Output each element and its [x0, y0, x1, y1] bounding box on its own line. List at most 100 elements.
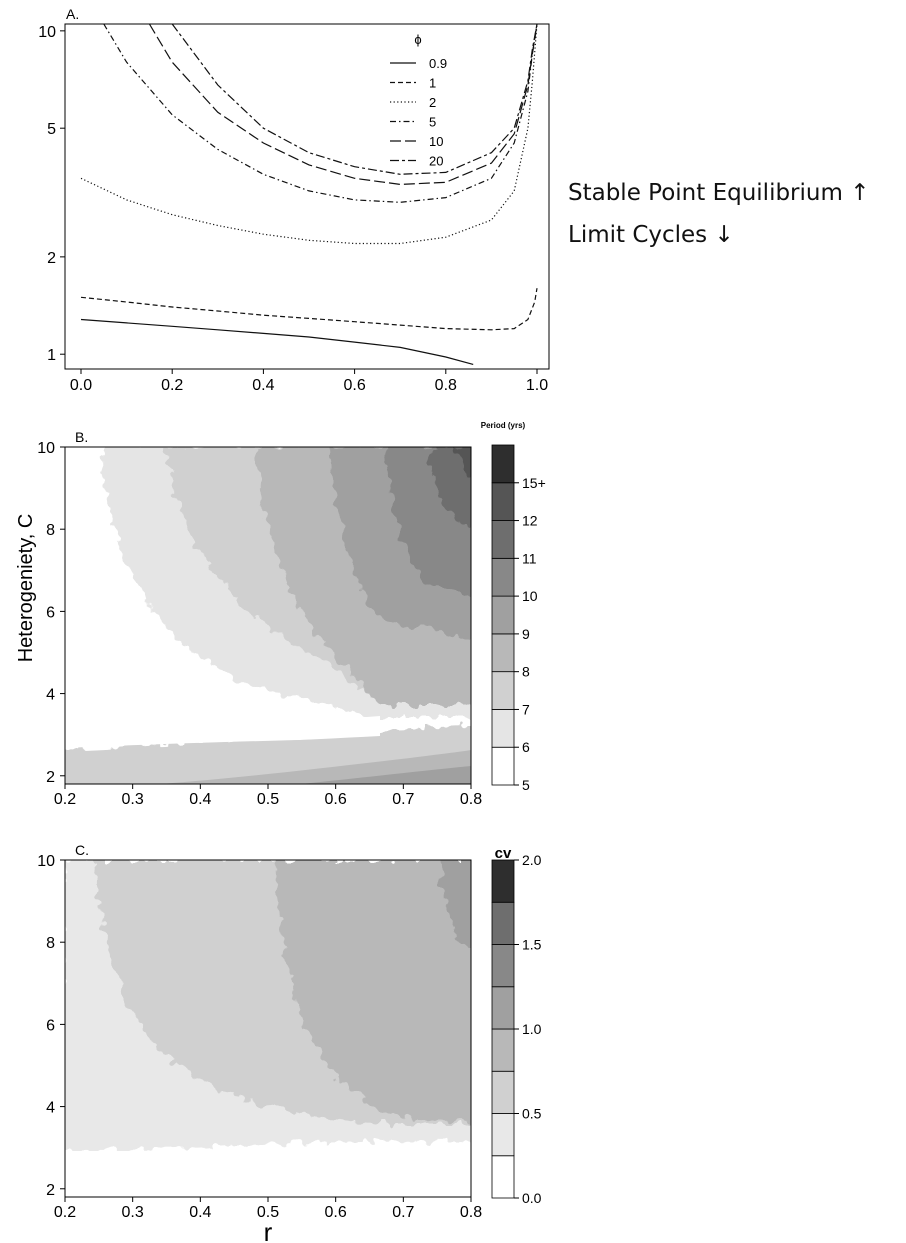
panel-b-heatmap — [65, 447, 471, 784]
x-tick-label: 1.0 — [526, 377, 548, 394]
x-tick-label: 0.4 — [189, 791, 211, 808]
colorbar-tick-label: 10 — [522, 588, 538, 604]
colorbar-swatch — [491, 944, 515, 988]
x-tick-label: 0.8 — [435, 377, 457, 394]
x-tick-label: 0.0 — [70, 377, 92, 394]
panel-a-plot-frame — [64, 23, 550, 370]
colorbar-tick-label: 0.5 — [522, 1106, 542, 1122]
y-tick-label: 1 — [47, 347, 56, 364]
colorbar-swatch — [491, 557, 515, 597]
y-tick-label: 8 — [46, 522, 55, 539]
heatmap-region — [65, 716, 380, 748]
colorbar-swatch — [491, 1070, 515, 1114]
x-tick-label: 0.7 — [392, 1204, 414, 1221]
panel-b-y-axis: 2 4 6 8 10 — [37, 440, 65, 786]
x-tick-label: 0.2 — [161, 377, 183, 394]
colorbar-tick-label: 9 — [522, 626, 530, 642]
legend-label: 0.9 — [429, 56, 447, 71]
colorbar-swatch — [491, 746, 515, 786]
x-tick-label: 0.5 — [257, 791, 279, 808]
colorbar-swatch — [491, 520, 515, 559]
legend-label: 1 — [429, 76, 436, 91]
colorbar-swatch — [491, 482, 515, 521]
x-tick-label: 0.4 — [189, 1204, 211, 1221]
colorbar-swatch — [491, 1155, 515, 1199]
colorbar-swatch — [491, 859, 515, 903]
x-tick-label: 0.4 — [252, 377, 274, 394]
series-line-phi-5 — [103, 24, 538, 203]
colorbar-swatch — [491, 671, 515, 710]
panel-a-label: A. — [66, 6, 79, 22]
panel-b-y-axis-title: Heterogeniety, C — [15, 514, 37, 663]
legend-label: 5 — [429, 115, 436, 130]
heatmap-regions — [65, 860, 471, 1151]
panel-c-colorbar: 0.0 0.5 1.0 1.5 2.0 cv — [491, 845, 542, 1206]
y-tick-label: 6 — [46, 1017, 55, 1034]
x-tick-label: 0.2 — [54, 1204, 76, 1221]
panel-c-heatmap — [65, 860, 471, 1197]
colorbar-swatch — [491, 595, 515, 635]
x-tick-label: 0.6 — [325, 791, 347, 808]
panel-b-label: B. — [75, 429, 88, 445]
panel-a-x-axis: 0.0 0.2 0.4 0.6 0.8 1.0 — [70, 369, 548, 394]
colorbar-title: cv — [495, 845, 512, 862]
legend-label: 2 — [429, 95, 436, 110]
stable-equilibrium-annotation: Stable Point Equilibrium ↑ — [568, 180, 870, 206]
heatmap-region — [430, 447, 471, 527]
series-line-phi-1 — [80, 288, 538, 331]
heatmap-region — [440, 860, 471, 948]
panel-b-x-axis: 0.2 0.3 0.4 0.5 0.6 0.7 0.8 — [54, 784, 482, 808]
colorbar-tick-label: 2.0 — [522, 852, 542, 868]
heatmap-region — [300, 766, 471, 784]
series-line-phi-0.9 — [80, 318, 474, 365]
colorbar-tick-label: 8 — [522, 664, 530, 680]
y-tick-label: 4 — [46, 1100, 55, 1117]
colorbar-swatch — [491, 901, 515, 945]
panel-c: C. 2 4 6 8 10 0.2 0.3 0.4 0.5 0.6 0.7 0.8 r 0.0 0.5… — [37, 842, 541, 1243]
panel-a-curves — [80, 24, 538, 365]
series-line-phi-2 — [80, 24, 538, 245]
y-tick-label: 5 — [47, 121, 56, 138]
panel-b-colorbar: 5 6 7 8 9 10 11 12 15+ Period (yrs) — [481, 421, 546, 793]
colorbar-tick-label: 11 — [522, 550, 537, 566]
panel-c-x-axis-title: r — [264, 1217, 273, 1243]
panel-c-label: C. — [75, 842, 89, 858]
y-tick-label: 2 — [46, 1182, 55, 1199]
x-tick-label: 0.8 — [460, 791, 482, 808]
colorbar-swatch — [491, 986, 515, 1030]
legend-title: ϕ — [414, 32, 421, 47]
x-tick-label: 0.8 — [460, 1204, 482, 1221]
legend-label: 20 — [429, 154, 443, 169]
panel-c-x-axis: 0.2 0.3 0.4 0.5 0.6 0.7 0.8 — [54, 1197, 482, 1221]
colorbar-tick-label: 6 — [522, 739, 530, 755]
panel-a: A. 1 2 5 10 0.0 0.2 0.4 0.6 0.8 1.0 ϕ 0.9 1 2 5 10 20 — [38, 6, 550, 394]
y-tick-label: 4 — [46, 687, 55, 704]
colorbar-swatch — [491, 1028, 515, 1072]
x-tick-label: 0.2 — [54, 791, 76, 808]
x-tick-label: 0.6 — [343, 377, 365, 394]
y-tick-label: 6 — [46, 604, 55, 621]
colorbar-tick-label: 7 — [522, 701, 530, 717]
x-tick-label: 0.7 — [392, 791, 414, 808]
y-tick-label: 10 — [37, 440, 55, 457]
colorbar-swatch — [491, 633, 515, 673]
panel-c-y-axis: 2 4 6 8 10 — [37, 853, 65, 1199]
colorbar-tick-label: 1.0 — [522, 1021, 542, 1037]
y-tick-label: 2 — [47, 250, 56, 267]
x-tick-label: 0.3 — [122, 791, 144, 808]
series-line-phi-20 — [171, 24, 538, 175]
panel-a-y-axis: 1 2 5 10 — [38, 24, 65, 364]
y-tick-label: 10 — [38, 24, 56, 41]
colorbar-tick-label: 5 — [522, 777, 530, 793]
y-tick-label: 8 — [46, 935, 55, 952]
heatmap-region — [275, 860, 471, 1122]
heatmap-region — [455, 447, 471, 482]
limit-cycles-annotation: Limit Cycles ↓ — [568, 222, 734, 248]
x-tick-label: 0.6 — [325, 1204, 347, 1221]
panel-b: B. 2 4 6 8 10 0.2 0.3 0.4 0.5 0.6 0.7 0.8 Heteroge… — [15, 421, 546, 808]
x-tick-label: 0.3 — [122, 1204, 144, 1221]
colorbar-tick-label: 0.0 — [522, 1190, 542, 1206]
legend-label: 10 — [429, 134, 443, 149]
panel-a-legend: ϕ 0.9 1 2 5 10 20 — [390, 32, 447, 169]
